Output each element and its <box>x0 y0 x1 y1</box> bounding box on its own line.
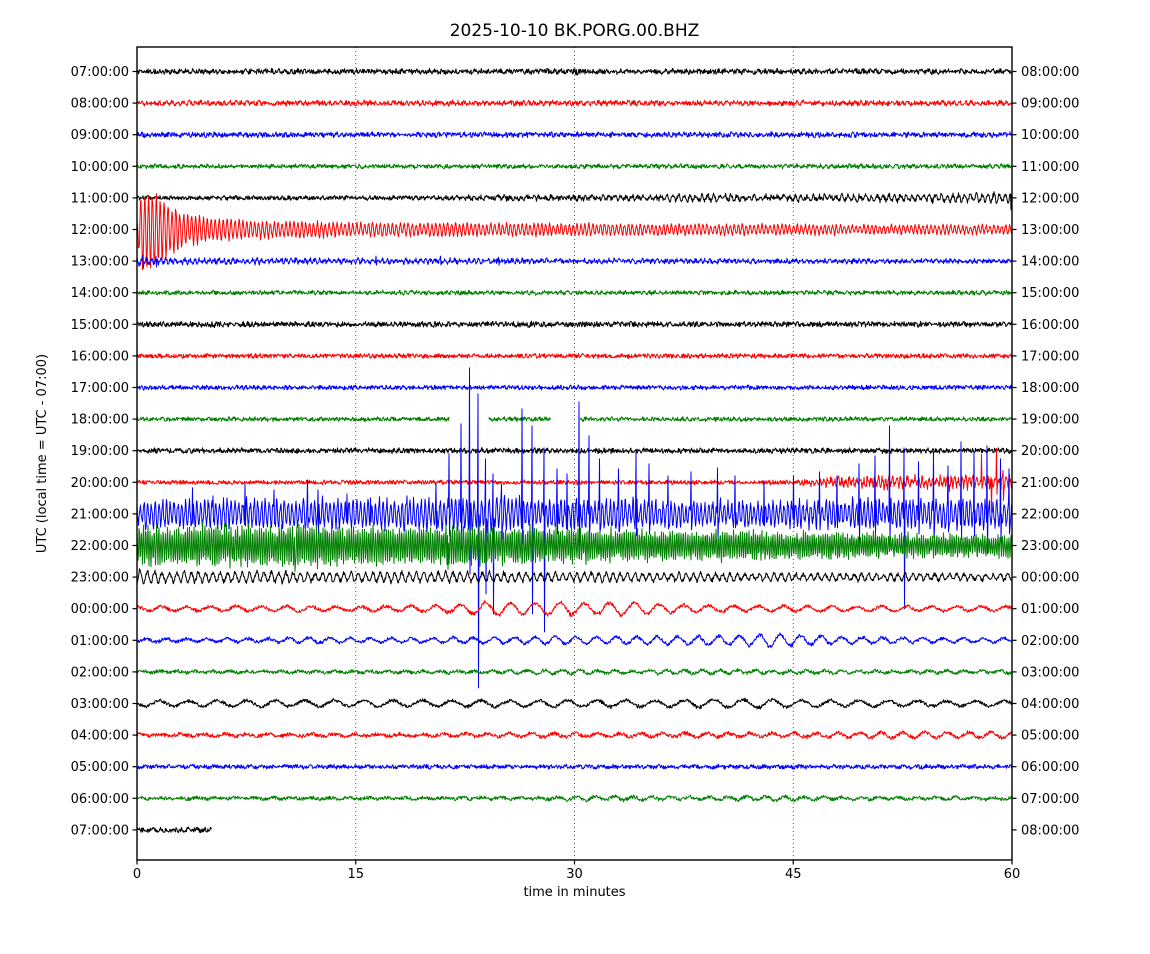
trace-070000 <box>137 67 1012 76</box>
row-label-right: 19:00:00 <box>1021 413 1079 428</box>
trace-020000 <box>137 668 1012 676</box>
row-label-left: 01:00:00 <box>71 634 129 649</box>
row-label-left: 13:00:00 <box>71 255 129 270</box>
row-label-right: 04:00:00 <box>1021 697 1079 712</box>
trace-210000 <box>137 367 1012 689</box>
trace-030000 <box>137 697 1012 710</box>
trace-190000 <box>137 447 1012 455</box>
row-label-right: 00:00:00 <box>1021 571 1079 586</box>
row-label-right: 08:00:00 <box>1021 823 1079 838</box>
trace-200000 <box>137 447 1012 513</box>
row-label-left: 22:00:00 <box>71 539 129 554</box>
row-labels-right: 08:00:00 09:00:00 10:00:00 11:00:00 12:00:00… <box>1021 65 1079 838</box>
row-label-right: 18:00:00 <box>1021 381 1079 396</box>
row-label-right: 02:00:00 <box>1021 634 1079 649</box>
row-label-left: 09:00:00 <box>71 128 129 143</box>
trace-090000 <box>137 131 1012 139</box>
trace-050000 <box>137 763 1012 770</box>
row-label-right: 12:00:00 <box>1021 191 1079 206</box>
row-label-right: 22:00:00 <box>1021 507 1079 522</box>
row-label-right: 01:00:00 <box>1021 602 1079 617</box>
x-tick-labels: 0 15 30 45 60 <box>133 867 1020 882</box>
row-label-left: 15:00:00 <box>71 318 129 333</box>
row-label-right: 23:00:00 <box>1021 539 1079 554</box>
row-label-left: 05:00:00 <box>71 760 129 775</box>
row-label-right: 06:00:00 <box>1021 760 1079 775</box>
trace-150000 <box>137 320 1012 329</box>
trace-230000 <box>137 568 1012 585</box>
row-label-right: 05:00:00 <box>1021 729 1079 744</box>
row-label-right: 13:00:00 <box>1021 223 1079 238</box>
row-label-left: 16:00:00 <box>71 349 129 364</box>
x-axis-label: time in minutes <box>523 885 625 900</box>
axis-ticks <box>132 70 1017 865</box>
row-label-left: 07:00:00 <box>71 823 129 838</box>
trace-080000 <box>137 99 1012 107</box>
row-label-right: 17:00:00 <box>1021 349 1079 364</box>
chart-title: 2025-10-10 BK.PORG.00.BHZ <box>450 21 700 41</box>
trace-160000 <box>137 352 1012 359</box>
trace-070000 <box>137 826 212 834</box>
row-label-left: 10:00:00 <box>71 160 129 175</box>
row-label-left: 17:00:00 <box>71 381 129 396</box>
row-label-left: 20:00:00 <box>71 476 129 491</box>
x-tick-label: 45 <box>785 867 802 882</box>
trace-060000 <box>137 794 1012 803</box>
trace-010000 <box>137 632 1012 649</box>
row-label-right: 16:00:00 <box>1021 318 1079 333</box>
trace-170000 <box>137 384 1012 391</box>
x-tick-label: 60 <box>1004 867 1021 882</box>
x-tick-label: 15 <box>347 867 364 882</box>
row-label-left: 12:00:00 <box>71 223 129 238</box>
row-label-left: 23:00:00 <box>71 571 129 586</box>
row-label-left: 14:00:00 <box>71 286 129 301</box>
row-label-right: 10:00:00 <box>1021 128 1079 143</box>
trace-000000 <box>137 600 1012 617</box>
trace-110000 <box>137 191 1012 211</box>
row-label-right: 20:00:00 <box>1021 444 1079 459</box>
row-label-left: 07:00:00 <box>71 65 129 80</box>
row-label-right: 11:00:00 <box>1021 160 1079 175</box>
row-label-right: 03:00:00 <box>1021 665 1079 680</box>
row-label-right: 14:00:00 <box>1021 255 1079 270</box>
row-label-right: 21:00:00 <box>1021 476 1079 491</box>
plot-frame <box>136 46 1013 861</box>
row-label-right: 07:00:00 <box>1021 792 1079 807</box>
trace-040000 <box>137 730 1012 740</box>
row-label-left: 18:00:00 <box>71 413 129 428</box>
y-axis-label: UTC (local time = UTC - 07:00) <box>35 354 50 553</box>
vertical-gridlines <box>355 47 794 860</box>
row-label-left: 19:00:00 <box>71 444 129 459</box>
trace-140000 <box>137 289 1012 296</box>
trace-120000 <box>137 193 1012 271</box>
trace-180000 <box>137 416 1012 423</box>
row-label-left: 06:00:00 <box>71 792 129 807</box>
row-label-left: 00:00:00 <box>71 602 129 617</box>
row-label-left: 11:00:00 <box>71 191 129 206</box>
trace-220000 <box>137 521 1012 572</box>
row-labels-left: 07:00:00 08:00:00 09:00:00 10:00:00 11:00:00… <box>71 65 129 838</box>
trace-group <box>137 67 1012 834</box>
row-label-left: 08:00:00 <box>71 97 129 112</box>
row-label-right: 09:00:00 <box>1021 97 1079 112</box>
row-label-left: 03:00:00 <box>71 697 129 712</box>
x-tick-label: 0 <box>133 867 141 882</box>
row-label-left: 02:00:00 <box>71 665 129 680</box>
x-tick-label: 30 <box>566 867 583 882</box>
row-label-left: 21:00:00 <box>71 507 129 522</box>
row-label-left: 04:00:00 <box>71 729 129 744</box>
row-label-right: 08:00:00 <box>1021 65 1079 80</box>
trace-130000 <box>137 254 1012 269</box>
row-label-right: 15:00:00 <box>1021 286 1079 301</box>
trace-100000 <box>137 163 1012 170</box>
